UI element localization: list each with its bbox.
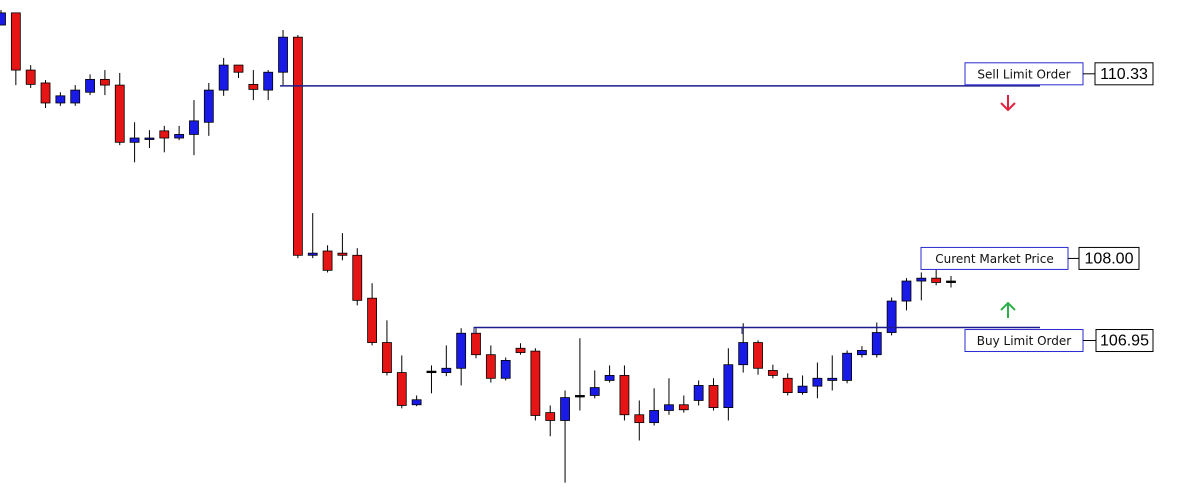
candle-body [159, 130, 170, 139]
candle-body [307, 252, 318, 256]
candle-body [471, 332, 481, 356]
candle-body [708, 385, 719, 409]
candle-body [664, 404, 674, 411]
candle-body [292, 36, 303, 256]
candle-body [589, 387, 600, 396]
price-label: 110.33 [1100, 66, 1148, 83]
candle-body [515, 347, 526, 353]
candle-body [174, 134, 185, 139]
candles [0, 10, 956, 483]
candle-body [545, 412, 556, 421]
candle-body [367, 297, 377, 343]
candle-body [248, 83, 259, 90]
price-label: 106.95 [1100, 333, 1149, 350]
candle-body [619, 375, 630, 416]
candle-body [575, 395, 585, 398]
candle-body [738, 342, 749, 366]
candle-body [693, 385, 704, 401]
candle-body [753, 342, 763, 369]
candle-body [857, 350, 867, 356]
annotations: Sell Limit Order 110.33 Curent Market Pric… [280, 62, 1154, 353]
candle-body [827, 377, 838, 381]
candle-body [411, 399, 422, 406]
candle-body [233, 64, 244, 73]
candle-body [382, 342, 392, 373]
candle-body [441, 367, 452, 373]
candle-body [782, 377, 793, 393]
candle-body [678, 404, 689, 411]
candle-body [530, 350, 541, 416]
annotation-label: Buy Limit Order [977, 334, 1071, 348]
candle-body [767, 370, 778, 376]
candle-body [25, 69, 36, 85]
candle-body [85, 78, 95, 93]
candle-body [100, 78, 110, 86]
candle-body [485, 354, 496, 379]
candle-body [797, 385, 808, 393]
price-box [1095, 329, 1154, 353]
candle-body [649, 410, 660, 424]
candle-body [337, 252, 348, 256]
candle-body [456, 332, 467, 369]
candle-body [634, 414, 645, 424]
candle-body [931, 277, 942, 283]
buy-arrow [1000, 301, 1016, 318]
candle-body [114, 84, 125, 143]
candle-body [218, 64, 229, 91]
price-box [1094, 62, 1154, 86]
candle-body [604, 375, 615, 381]
candle-body [278, 36, 288, 73]
candle-body [129, 137, 140, 143]
price-box [1078, 246, 1140, 270]
candle-body [322, 250, 333, 271]
candle-body [263, 71, 274, 91]
candle-body [916, 277, 927, 282]
candle-body [500, 360, 511, 379]
candle-body [40, 82, 51, 104]
candle-body [70, 89, 81, 104]
price-label: 108.00 [1085, 251, 1134, 268]
candle-body [871, 332, 882, 356]
candle-body [901, 280, 912, 302]
candle-body [560, 397, 570, 421]
candle-body [0, 12, 6, 26]
candle-body [10, 12, 21, 71]
annotation-label: Curent Market Price [935, 252, 1054, 266]
candle-body [886, 300, 897, 333]
candle-body [55, 95, 66, 104]
candle-body [842, 352, 852, 381]
candle-body [723, 364, 734, 409]
candle-body [203, 89, 214, 123]
candle-body [352, 254, 363, 301]
candle-body [812, 377, 823, 387]
candle-body [946, 280, 956, 283]
annotation-label: Sell Limit Order [977, 67, 1070, 81]
candle-body [189, 120, 199, 135]
candle-body [426, 370, 437, 374]
candle-body [144, 137, 155, 140]
candle-body [396, 372, 407, 406]
sell-arrow [1000, 95, 1016, 112]
